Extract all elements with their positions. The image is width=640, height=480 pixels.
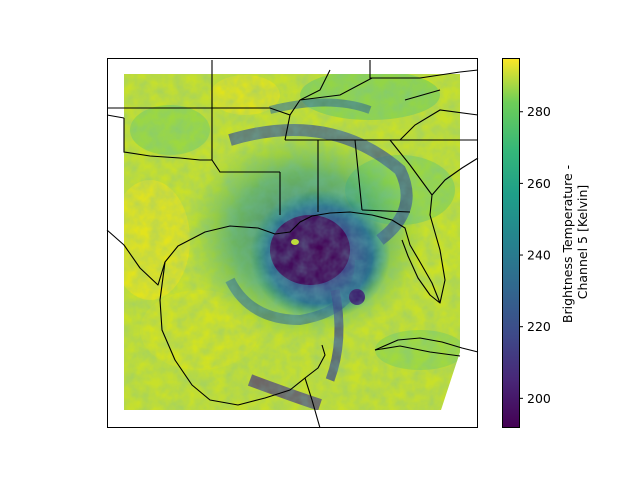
state-borders <box>107 60 479 215</box>
colorbar-tick-label: 240 <box>527 248 551 263</box>
colorbar-tick-label: 280 <box>527 104 551 119</box>
colorbar: 200 220 240 260 280 Brightness Temperature -… <box>502 58 590 428</box>
map-panel <box>106 58 479 429</box>
colorbar-tick-label: 220 <box>527 319 551 334</box>
colorbar-ticks: 200 220 240 260 280 <box>519 104 551 406</box>
colorbar-tick-label: 260 <box>527 176 551 191</box>
colorbar-label: Brightness Temperature - Channel 5 [Kelv… <box>560 161 590 323</box>
colorbar-tick-label: 200 <box>527 391 551 406</box>
coastlines <box>106 114 479 429</box>
brightness-temperature-field <box>124 74 460 410</box>
colorbar-label-line2: Channel 5 [Kelvin] <box>575 185 590 300</box>
colorbar-gradient <box>502 58 519 427</box>
colorbar-frame <box>502 58 520 428</box>
colorbar-label-line1: Brightness Temperature - <box>560 165 575 323</box>
